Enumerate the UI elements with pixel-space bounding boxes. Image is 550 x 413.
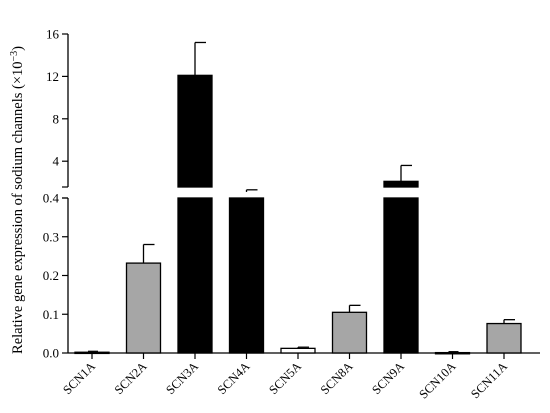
x-category-label: SCN5A	[266, 359, 304, 397]
x-category-label: SCN10A	[416, 359, 458, 401]
bar-upper-segment	[383, 180, 419, 188]
x-category-label: SCN11A	[468, 359, 510, 401]
bar	[331, 311, 368, 354]
y-tick-label: 8	[53, 111, 60, 126]
y-axis-title-suffix: )	[10, 46, 26, 51]
x-category-label: SCN1A	[60, 359, 98, 397]
y-axis-title-main: Relative gene expression of sodium chann…	[10, 62, 26, 354]
bar	[228, 197, 265, 354]
y-tick-label: 12	[46, 69, 59, 84]
y-tick-label: 4	[53, 154, 60, 169]
y-tick-label: 0.3	[43, 229, 59, 244]
bar	[383, 197, 419, 354]
bar	[486, 322, 522, 354]
y-tick-label: 0.2	[43, 268, 59, 283]
y-axis-title-exponent: −3	[9, 51, 20, 62]
y-tick-label: 0.4	[43, 191, 60, 206]
x-category-label: SCN8A	[318, 359, 356, 397]
x-category-label: SCN2A	[112, 359, 150, 397]
y-axis-title: Relative gene expression of sodium chann…	[9, 46, 27, 354]
bar	[280, 347, 316, 354]
x-category-label: SCN4A	[215, 359, 253, 397]
bar-upper-segment	[177, 74, 213, 188]
y-tick-label: 0.0	[43, 346, 59, 361]
plot-area: 0.0 0.1 0.2 0.3 0.4 4 8 12 16 SCN1A SCN2A SCN3A SCN4…	[43, 27, 540, 402]
y-tick-label: 16	[46, 27, 60, 42]
x-category-label: SCN9A	[369, 359, 407, 397]
bar	[177, 197, 213, 354]
x-category-label: SCN3A	[163, 359, 201, 397]
y-tick-label: 0.1	[43, 307, 59, 322]
bar	[125, 262, 162, 354]
